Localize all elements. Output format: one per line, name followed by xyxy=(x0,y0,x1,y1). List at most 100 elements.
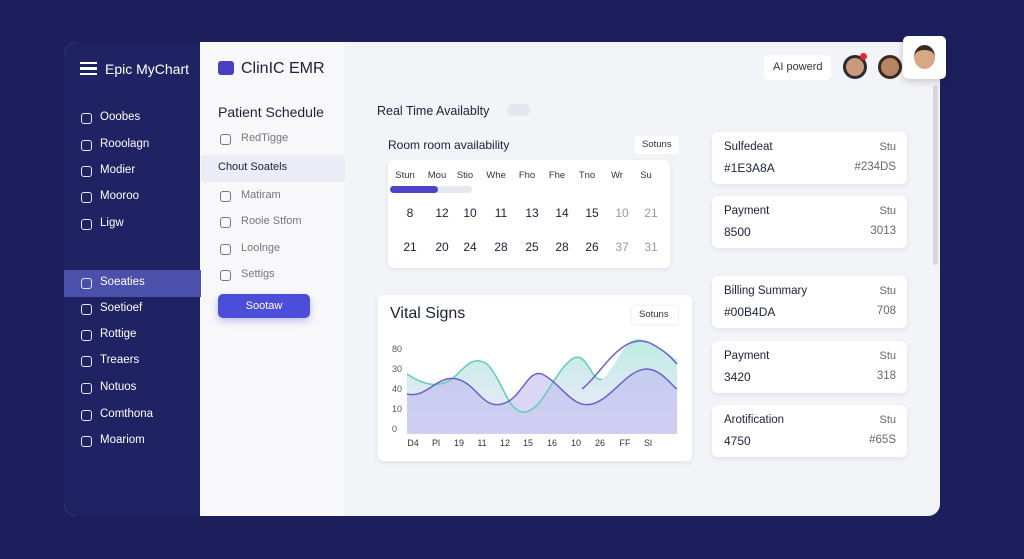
active-item-bg xyxy=(201,155,345,182)
nav-icon xyxy=(81,356,92,367)
card-tag: Stu xyxy=(879,205,896,217)
y-tick-label: 10 xyxy=(392,404,403,414)
nav-item[interactable]: Ligw xyxy=(100,217,124,229)
nav-item[interactable]: Comthona xyxy=(100,408,154,420)
schedule-item[interactable]: RedTigge xyxy=(241,132,289,144)
card-tag: Stu xyxy=(879,141,896,153)
button-label[interactable]: Sootaw xyxy=(245,300,283,312)
curve xyxy=(581,340,678,390)
y-tick-label: 40 xyxy=(392,384,403,394)
info-card[interactable] xyxy=(712,196,907,248)
nav-icon xyxy=(81,140,92,151)
schedule-item[interactable]: Matiram xyxy=(241,189,281,201)
schedule-item[interactable]: Rooie Stfom xyxy=(241,215,302,227)
notification-dot xyxy=(860,53,867,60)
day-number[interactable]: 28 xyxy=(555,240,569,254)
day-header: Whe xyxy=(486,170,506,181)
card-value: 8500 xyxy=(724,225,751,239)
nav-item[interactable]: Rooolagn xyxy=(100,138,150,150)
toggle[interactable] xyxy=(507,104,530,116)
card-value: 3420 xyxy=(724,370,751,384)
vitals-chart xyxy=(406,338,678,434)
scrollbar xyxy=(933,85,938,265)
nav-item[interactable]: Notuos xyxy=(100,381,137,393)
card-value: #1E3A8A xyxy=(724,161,775,175)
schedule-item[interactable]: Loolnge xyxy=(241,242,281,254)
y-tick-label: 0 xyxy=(392,424,398,434)
vitals-tag-bg xyxy=(632,306,678,324)
schedule-sidebar xyxy=(200,42,345,516)
sidebar-heading: Patient Schedule xyxy=(218,104,324,120)
card-title: Arotification xyxy=(724,414,785,426)
schedule-item[interactable]: Chout Soatels xyxy=(218,161,288,173)
day-header: Su xyxy=(640,170,652,181)
nav-item[interactable]: Rottige xyxy=(100,328,137,340)
nav-icon xyxy=(81,166,92,177)
card-extra: #234DS xyxy=(854,161,896,173)
day-header: Fhe xyxy=(548,170,566,181)
nav-item[interactable]: Treaers xyxy=(100,354,140,366)
primary-button[interactable] xyxy=(218,294,310,318)
day-number[interactable]: 11 xyxy=(494,206,508,220)
nav-item[interactable]: Modier xyxy=(100,164,136,176)
nav-icon xyxy=(81,330,92,341)
info-card[interactable] xyxy=(712,276,907,328)
item-icon xyxy=(220,270,231,281)
nav-icon xyxy=(81,383,92,394)
nav-item[interactable]: Mooroo xyxy=(100,190,139,202)
card-tag: Stu xyxy=(879,414,896,426)
nav-icon xyxy=(81,410,92,421)
card-tag: Stu xyxy=(879,350,896,362)
day-number[interactable]: 8 xyxy=(406,206,414,220)
curve xyxy=(406,368,678,406)
day-number[interactable]: 24 xyxy=(463,240,477,254)
day-number[interactable]: 13 xyxy=(525,206,539,220)
item-icon xyxy=(220,134,231,145)
card-title: Sulfedeat xyxy=(724,141,773,153)
nav-item[interactable]: Moariom xyxy=(100,434,145,446)
y-tick-label: 80 xyxy=(392,344,403,354)
day-header: Tno xyxy=(578,170,596,181)
avatar[interactable] xyxy=(878,55,902,79)
day-number[interactable]: 15 xyxy=(585,206,599,220)
day-number[interactable]: 10 xyxy=(615,206,629,220)
calendar-tag: Sotuns xyxy=(642,139,672,150)
info-card[interactable] xyxy=(712,405,907,457)
card-extra: 708 xyxy=(876,305,896,317)
x-tick-label: 11 xyxy=(477,438,487,448)
day-number[interactable]: 14 xyxy=(555,206,569,220)
x-tick-label: 12 xyxy=(499,438,511,448)
nav-item[interactable]: Ooobes xyxy=(100,111,141,123)
day-number[interactable]: 37 xyxy=(615,240,629,254)
day-number[interactable]: 10 xyxy=(463,206,477,220)
vitals-tag: Sotuns xyxy=(639,309,669,320)
x-tick-label: 19 xyxy=(453,438,465,448)
avatar[interactable] xyxy=(843,55,867,79)
card-tag: Stu xyxy=(879,285,896,297)
day-number[interactable]: 12 xyxy=(435,206,449,220)
info-card[interactable] xyxy=(712,132,907,184)
item-icon xyxy=(220,244,231,255)
item-icon xyxy=(220,191,231,202)
card-extra: 3013 xyxy=(870,225,896,237)
day-number[interactable]: 31 xyxy=(644,240,658,254)
profile-card[interactable] xyxy=(903,36,946,79)
nav-item[interactable]: Soeaties xyxy=(100,276,145,288)
day-number[interactable]: 26 xyxy=(585,240,599,254)
nav-icon xyxy=(81,192,92,203)
calendar-tag-bg xyxy=(635,136,679,154)
progress-fill xyxy=(390,186,438,193)
day-number[interactable]: 21 xyxy=(403,240,417,254)
menu-icon[interactable] xyxy=(80,62,97,75)
day-header: Mou xyxy=(427,170,447,181)
schedule-item[interactable]: Settigs xyxy=(241,268,275,280)
nav-icon xyxy=(81,304,92,315)
day-number[interactable]: 20 xyxy=(435,240,449,254)
day-number[interactable]: 28 xyxy=(494,240,508,254)
info-card[interactable] xyxy=(712,341,907,393)
day-number[interactable]: 25 xyxy=(525,240,539,254)
nav-icon xyxy=(81,436,92,447)
day-number[interactable]: 21 xyxy=(644,206,658,220)
nav-item[interactable]: Soetioef xyxy=(100,302,143,314)
